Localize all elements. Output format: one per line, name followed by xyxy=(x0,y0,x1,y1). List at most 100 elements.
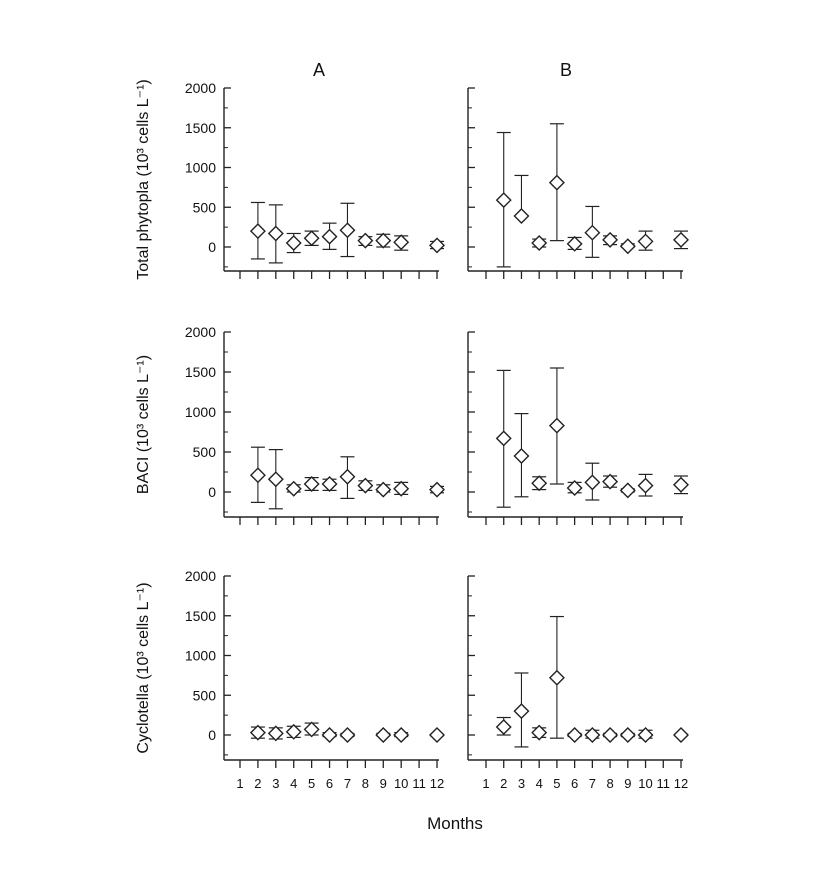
row3-b-diamond-point xyxy=(637,727,654,743)
row3-a-diamond-point xyxy=(303,721,320,738)
row1-b-panel xyxy=(467,87,689,279)
row2-b-panel xyxy=(467,331,689,525)
row3-b-x-tick-label: 5 xyxy=(553,776,560,791)
row1-a-y-tick-label: 500 xyxy=(193,199,217,215)
row3-b-x-tick-label: 2 xyxy=(500,776,507,791)
row2-a-panel: 0 500 1000 1500 2000 BACI (10³ cells L⁻¹) xyxy=(135,324,445,525)
row3-b-diamond-point xyxy=(495,719,512,736)
row3-a-diamond-point xyxy=(393,727,410,743)
row2-b-diamond-point xyxy=(548,417,565,434)
row1-a-panel: 0 500 1000 1500 2000 Total phytopla (10³ cell… xyxy=(135,79,445,280)
row2-a-diamond-point xyxy=(321,476,338,492)
row2-a-diamond-point xyxy=(303,476,320,492)
row2-a-y-tick-label: 1500 xyxy=(185,364,216,380)
row1-b-diamond-point xyxy=(495,192,512,209)
row3-a-x-tick-label: 12 xyxy=(430,776,444,791)
row3-b-x-tick-label: 1 xyxy=(482,776,489,791)
row3-a-diamond-point xyxy=(249,724,266,741)
row1-a-diamond-point xyxy=(357,232,374,249)
row3-a-x-tick-label: 2 xyxy=(254,776,261,791)
row2-b-diamond-point xyxy=(513,448,530,464)
row2-a-diamond-point xyxy=(285,480,302,497)
row3-a-x-tick-label: 7 xyxy=(344,776,351,791)
row3-a-x-tick-label: 10 xyxy=(394,776,408,791)
row2-a-y-tick-label: 2000 xyxy=(185,324,216,340)
row3-b-x-tick-label: 11 xyxy=(657,776,671,791)
row3-a-x-tick-label: 8 xyxy=(362,776,369,791)
row1-a-diamond-point xyxy=(249,223,266,240)
row2-a-diamond-point xyxy=(267,471,284,488)
row1-b-diamond-point xyxy=(584,224,601,241)
row3-a-x-tick-label: 6 xyxy=(326,776,333,791)
row2-a-diamond-point xyxy=(429,481,445,498)
row3-b-x-tick-label: 6 xyxy=(571,776,578,791)
row3-b-diamond-point xyxy=(531,724,548,741)
row1-a-y-tick-label: 0 xyxy=(208,239,216,255)
row2-b-diamond-point xyxy=(495,430,512,447)
row2-a-diamond-point xyxy=(375,481,392,498)
row3-a-y-tick-label: 500 xyxy=(193,687,217,703)
row3-b-diamond-point xyxy=(673,727,689,743)
row1-b-diamond-point xyxy=(619,238,636,255)
row3-a-diamond-point xyxy=(267,725,284,742)
row3-b-x-tick-label: 10 xyxy=(638,776,652,791)
row3-a-y-tick-label: 0 xyxy=(208,727,216,743)
row3-b-diamond-point xyxy=(566,727,583,743)
row3-b-diamond-point xyxy=(513,703,530,720)
row2-a-diamond-point xyxy=(357,477,374,494)
row3-a-x-tick-label: 4 xyxy=(290,776,297,791)
row3-b-diamond-point xyxy=(548,669,565,686)
row3-a-diamond-point xyxy=(429,727,445,743)
row1-a-diamond-point xyxy=(339,222,356,239)
row1-b-diamond-point xyxy=(673,231,689,248)
row1-b-diamond-point xyxy=(548,174,565,191)
row3-b-x-tick-label: 4 xyxy=(536,776,543,791)
row2-b-diamond-point xyxy=(602,473,619,490)
row1-b-diamond-point xyxy=(513,208,530,224)
row2-a-diamond-point xyxy=(393,480,410,497)
row1-b-diamond-point xyxy=(637,233,654,250)
row3-a-x-tick-label: 1 xyxy=(236,776,243,791)
row2-a-diamond-point xyxy=(339,468,356,485)
row1-b-diamond-point xyxy=(602,231,619,248)
row3-a-y-axis-title: Cyclotella (10³ cells L⁻¹) xyxy=(135,582,152,753)
row3-a-panel: 0 500 1000 1500 2000 Cyclotella (10³ cells L⁻… xyxy=(135,568,445,791)
row1-a-diamond-point xyxy=(321,228,338,245)
column-label-a: A xyxy=(313,60,325,80)
column-label-b: B xyxy=(560,60,572,80)
row3-a-y-tick-label: 2000 xyxy=(185,568,216,584)
row3-a-x-tick-label: 5 xyxy=(308,776,315,791)
row3-a-y-tick-label: 1000 xyxy=(185,648,216,664)
row3-b-x-tick-label: 9 xyxy=(624,776,631,791)
row2-b-diamond-point xyxy=(619,482,636,499)
row3-a-diamond-point xyxy=(375,727,392,743)
row1-a-y-tick-label: 2000 xyxy=(185,80,216,96)
row1-b-diamond-point xyxy=(566,235,583,252)
row1-a-diamond-point xyxy=(429,237,445,254)
row1-a-diamond-point xyxy=(285,235,302,252)
row2-a-y-tick-label: 1000 xyxy=(185,404,216,420)
row3-a-diamond-point xyxy=(285,723,302,740)
row3-b-x-tick-label: 8 xyxy=(606,776,613,791)
row2-a-y-axis-title: BACI (10³ cells L⁻¹) xyxy=(135,355,152,494)
row3-b-x-tick-label: 3 xyxy=(518,776,525,791)
row2-a-y-tick-label: 0 xyxy=(208,484,216,500)
row3-b-x-tick-label: 7 xyxy=(589,776,596,791)
row3-a-diamond-point xyxy=(321,727,338,743)
row2-b-diamond-point xyxy=(531,475,548,492)
row1-a-diamond-point xyxy=(393,234,410,251)
row3-b-diamond-point xyxy=(602,727,619,743)
row1-a-y-tick-label: 1000 xyxy=(185,160,216,176)
row1-b-diamond-point xyxy=(531,235,548,252)
row3-a-y-tick-label: 1500 xyxy=(185,608,216,624)
row2-b-diamond-point xyxy=(637,477,654,494)
x-axis-title: Months xyxy=(427,814,483,833)
row3-a-x-tick-label: 3 xyxy=(272,776,279,791)
row1-a-y-tick-label: 1500 xyxy=(185,120,216,136)
row3-a-x-tick-label: 11 xyxy=(412,776,426,791)
row2-a-diamond-point xyxy=(249,467,266,484)
row3-b-diamond-point xyxy=(619,727,636,743)
row3-b-x-tick-label: 12 xyxy=(674,776,688,791)
